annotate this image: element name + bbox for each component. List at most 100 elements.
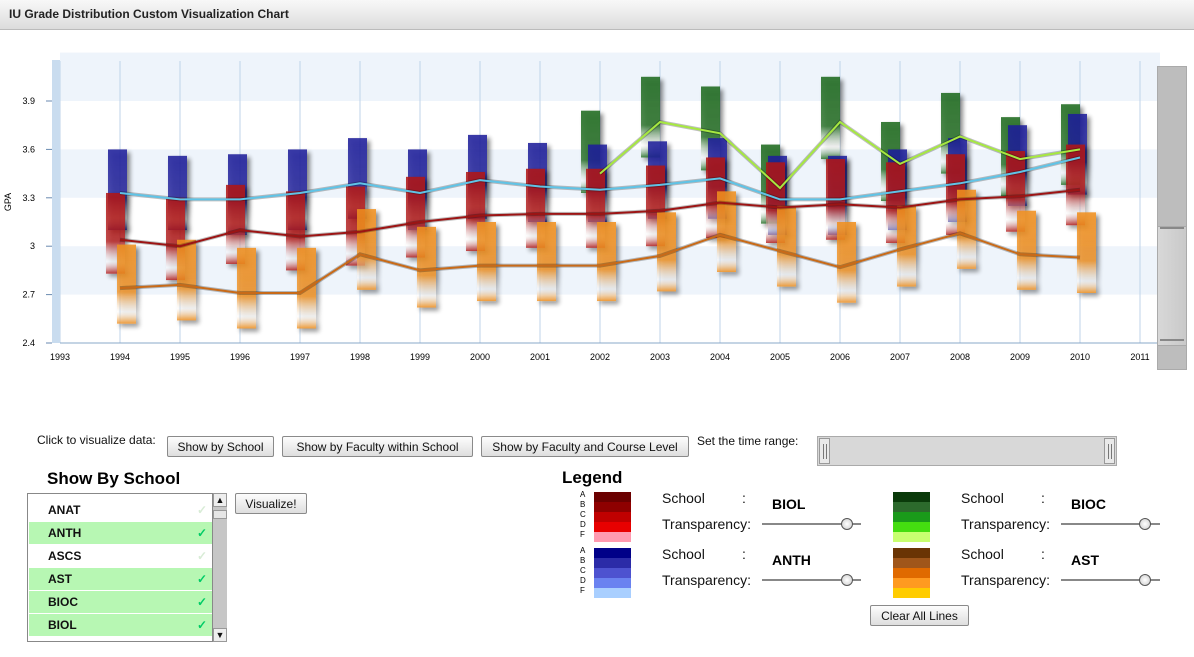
y-axis-bar (52, 60, 60, 343)
x-tick-label: 1994 (110, 352, 130, 362)
list-item[interactable]: ANAT ✓ (29, 499, 213, 521)
school-list[interactable]: ANAT ✓ ANTH ✓ ASCS ✓ AST ✓ BIOC ✓ BIOL ✓ (27, 493, 227, 642)
time-range-label: Set the time range: (697, 434, 799, 448)
legend-school-name: BIOL (772, 496, 806, 512)
grade-box-ast (1077, 212, 1096, 293)
x-tick-label: 2004 (710, 352, 730, 362)
transparency-knob[interactable] (1139, 518, 1151, 530)
transparency-slider[interactable] (1061, 523, 1160, 525)
grade-letter: A (580, 546, 586, 555)
x-tick-label: 2007 (890, 352, 910, 362)
gpa-chart: 2.4 2.7 3 3.3 3.6 3.9 1993 1994 1995 1996 1997 1998… (3, 52, 1160, 362)
transparency-slider[interactable] (1061, 579, 1160, 581)
grade-box-bioc (641, 76, 660, 158)
legend-swatch (594, 512, 631, 522)
check-icon: ✓ (196, 503, 207, 517)
grade-box-ast (657, 212, 676, 292)
grade-box-ast (477, 222, 496, 302)
scroll-down-icon[interactable]: ▼ (213, 628, 227, 642)
grade-box-ast (777, 205, 796, 287)
list-item-label: AST (48, 572, 72, 586)
grade-letter: A (580, 490, 586, 499)
legend-swatch (893, 558, 930, 568)
grade-box-ast (897, 205, 916, 287)
legend-school-name: AST (1071, 552, 1099, 568)
grade-box-ast (597, 222, 616, 302)
show-by-course-level-button[interactable]: Show by Faculty and Course Level (481, 436, 689, 457)
legend-school-label: School (662, 546, 705, 562)
list-item-label: ANTH (48, 526, 82, 540)
y-tick-label: 2.4 (22, 338, 35, 348)
transparency-knob[interactable] (841, 518, 853, 530)
legend-swatch (893, 492, 930, 502)
mean-line-anth (119, 156, 1081, 201)
list-scroll-thumb[interactable] (213, 510, 227, 519)
legend-swatch (594, 588, 631, 598)
transparency-slider[interactable] (762, 523, 861, 525)
legend-colon: : (1041, 546, 1045, 562)
x-tick-label: 1999 (410, 352, 430, 362)
list-item-label: ANAT (48, 503, 81, 517)
legend-swatch (893, 522, 930, 532)
list-item[interactable]: BIOL ✓ (29, 614, 213, 636)
show-by-school-button[interactable]: Show by School (167, 436, 274, 457)
school-list-title: Show By School (47, 469, 181, 488)
check-icon: ✓ (196, 572, 207, 586)
list-item[interactable]: AST ✓ (29, 568, 213, 590)
x-tick-label: 2002 (590, 352, 610, 362)
check-icon: ✓ (196, 618, 207, 632)
legend-swatch (594, 568, 631, 578)
plot-band (60, 52, 1160, 101)
list-item[interactable]: BIOC ✓ (29, 591, 213, 613)
y-axis-label: GPA (3, 193, 13, 211)
grade-box-ast (177, 239, 196, 321)
time-range-slider[interactable] (817, 436, 1117, 466)
grade-box-bioc (821, 76, 840, 160)
grade-letter: C (580, 566, 586, 575)
clear-all-lines-button[interactable]: Clear All Lines (870, 605, 969, 626)
check-icon: ✓ (196, 595, 207, 609)
transparency-knob[interactable] (1139, 574, 1151, 586)
mean-line-biol (119, 188, 1081, 248)
transparency-label: Transparency: (662, 572, 751, 588)
list-item-label: BIOL (48, 618, 77, 632)
visualize-button[interactable]: Visualize! (235, 493, 307, 514)
legend-swatch (594, 502, 631, 512)
grade-box-ast (417, 226, 436, 308)
legend-swatch (893, 568, 930, 578)
visualize-prompt: Click to visualize data: (37, 433, 156, 447)
y-tick-label: 2.7 (22, 290, 35, 300)
legend-swatch (594, 578, 631, 588)
grade-box-biol (226, 184, 245, 264)
legend-swatch (594, 548, 631, 558)
legend-swatch (594, 492, 631, 502)
list-item[interactable]: ASCS ✓ (29, 545, 213, 567)
y-tick-label: 3 (30, 241, 35, 251)
grade-letter: C (580, 510, 586, 519)
show-by-faculty-button[interactable]: Show by Faculty within School (282, 436, 473, 457)
title-bar: IU Grade Distribution Custom Visualizati… (0, 0, 1194, 30)
x-tick-label: 2010 (1070, 352, 1090, 362)
x-tick-label: 1996 (230, 352, 250, 362)
grade-box-ast (957, 189, 976, 269)
grade-box-ast (717, 191, 736, 273)
grade-letter: F (580, 586, 585, 595)
legend-colon: : (742, 490, 746, 506)
grade-letter: B (580, 556, 586, 565)
transparency-knob[interactable] (841, 574, 853, 586)
transparency-slider[interactable] (762, 579, 861, 581)
y-tick-label: 3.9 (22, 96, 35, 106)
list-item[interactable]: ANTH ✓ (29, 522, 213, 544)
school-list-scrollbar[interactable]: ▲ ▼ (212, 493, 227, 642)
y-tick-label: 3.6 (22, 144, 35, 154)
grade-letter: F (580, 530, 585, 539)
app-title: IU Grade Distribution Custom Visualizati… (9, 7, 289, 21)
range-end-handle[interactable] (1104, 438, 1115, 464)
chart-scroll-thumb[interactable] (1157, 226, 1187, 346)
scroll-up-icon[interactable]: ▲ (213, 493, 227, 507)
grade-letter: D (580, 576, 586, 585)
legend-swatch (893, 578, 930, 588)
legend-school-name: BIOC (1071, 496, 1106, 512)
range-start-handle[interactable] (819, 438, 830, 464)
x-tick-label: 2005 (770, 352, 790, 362)
